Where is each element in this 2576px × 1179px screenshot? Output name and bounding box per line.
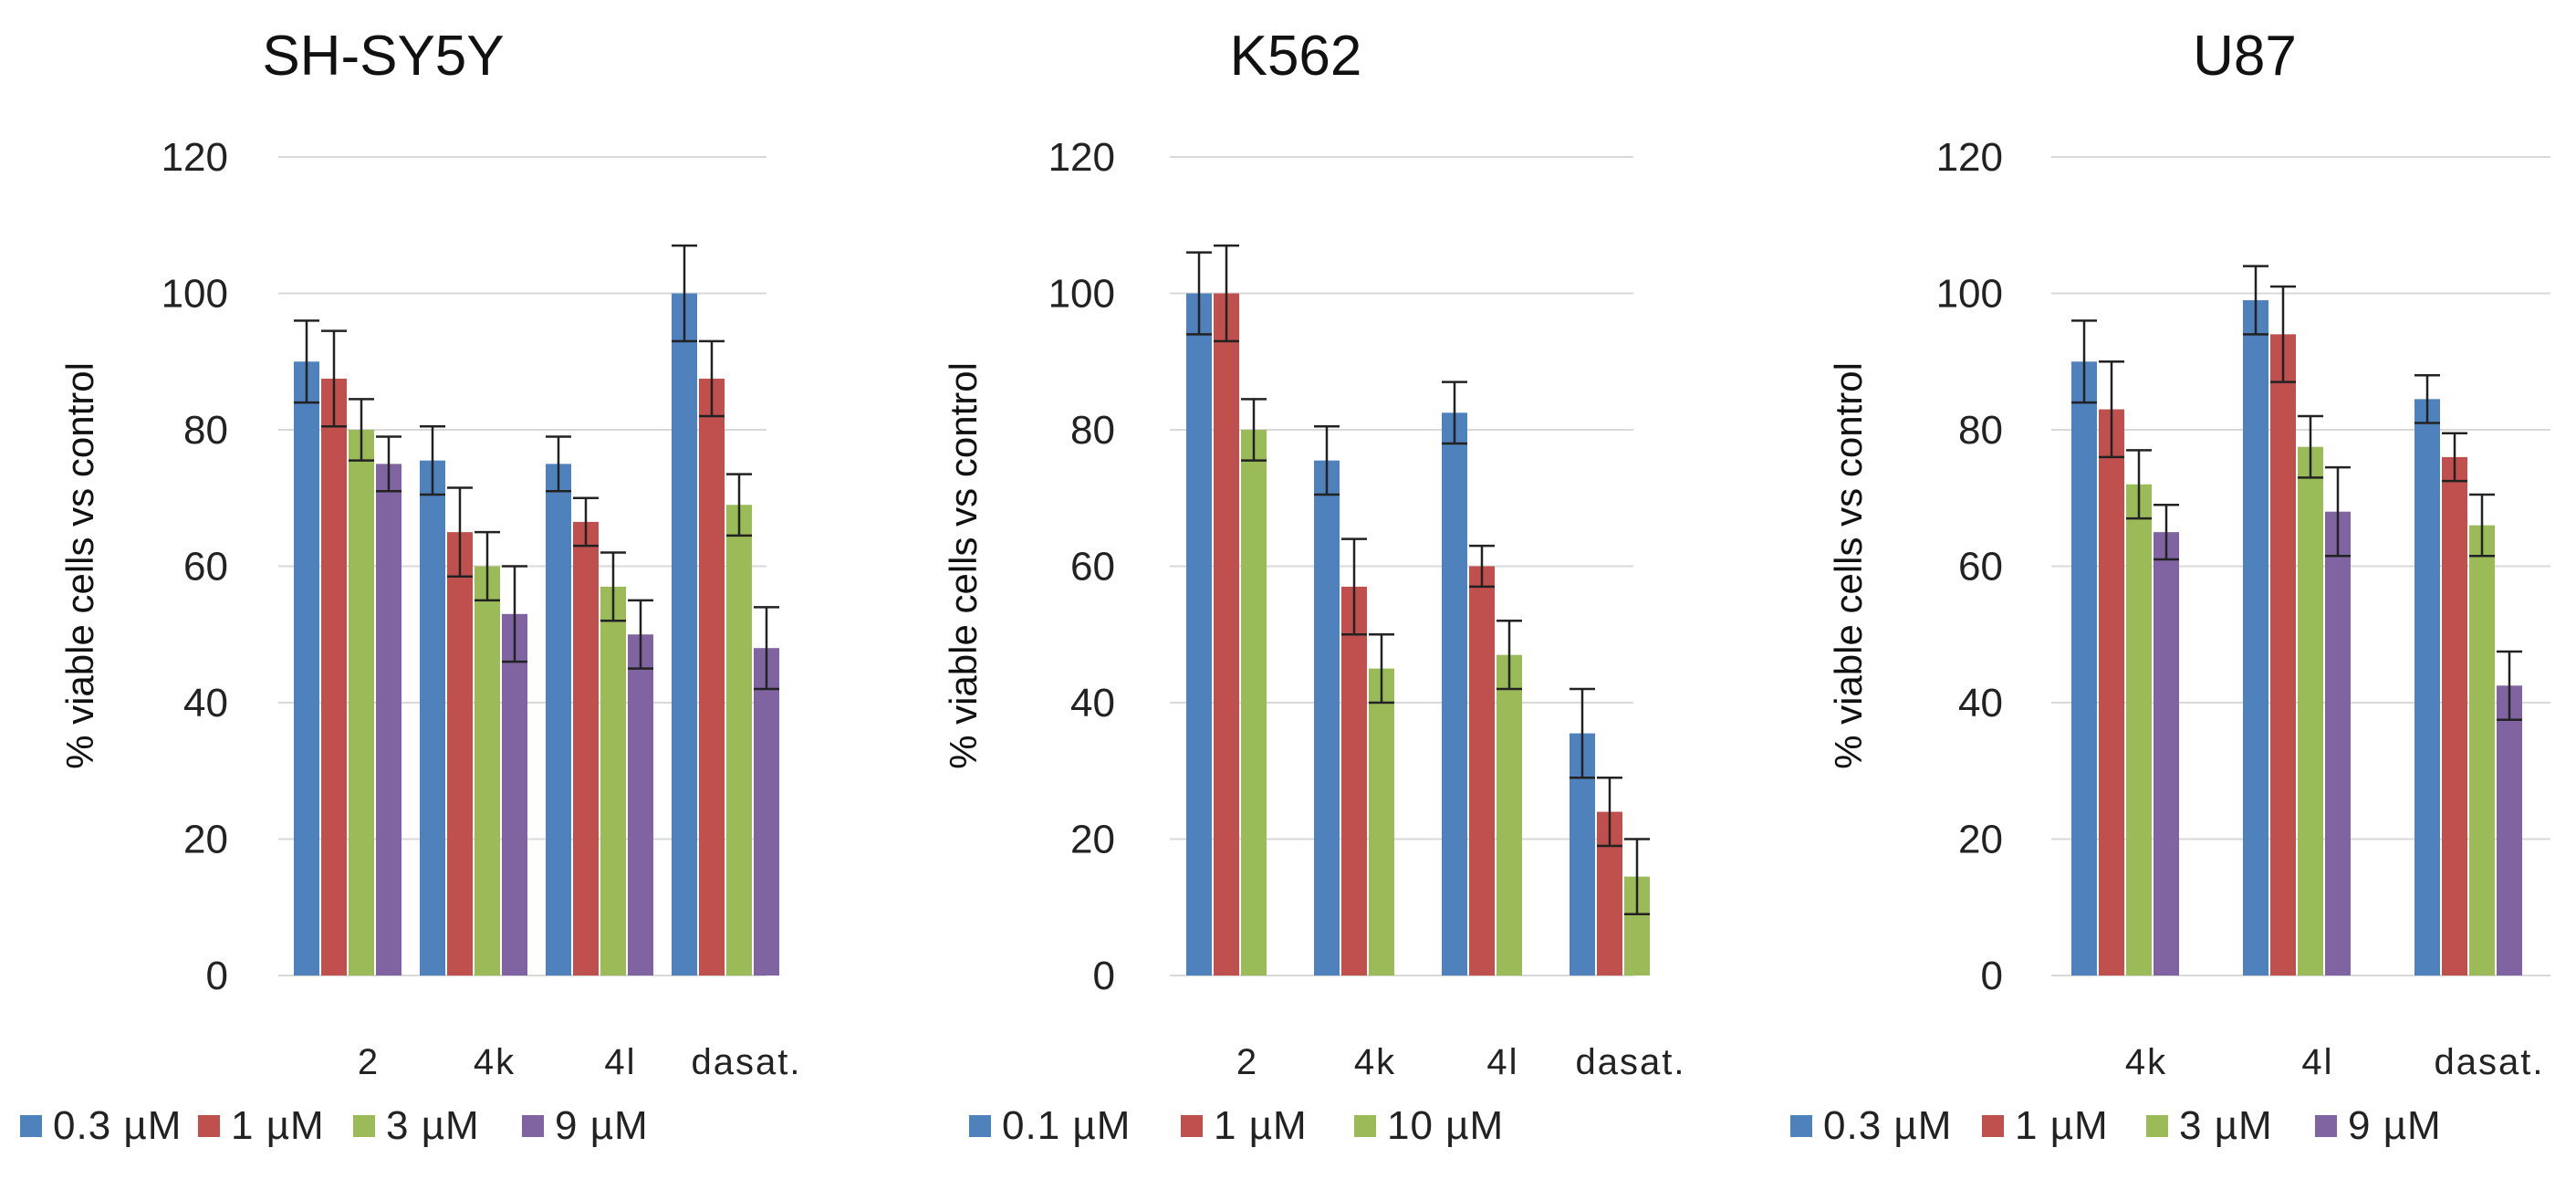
chart-title: K562	[1230, 25, 1362, 88]
legend-label: 10 µM	[1387, 1103, 1504, 1148]
bar-4l-series-0	[546, 464, 571, 976]
bar-2-series-1	[1214, 293, 1239, 976]
legend-label: 1 µM	[2015, 1103, 2109, 1148]
y-axis-label: % viable cells vs control	[58, 362, 101, 769]
bar-4k-series-1	[447, 532, 473, 976]
y-tick-label: 60	[1958, 545, 2003, 590]
bar-2-series-3	[376, 464, 402, 976]
bar-dasat-series-3	[2497, 685, 2522, 976]
legend-swatch	[353, 1115, 375, 1137]
x-tick-label: 4k	[2125, 1042, 2167, 1082]
bar-4k-series-2	[1369, 668, 1394, 976]
legend-swatch	[2315, 1115, 2337, 1137]
bar-4k-series-1	[2099, 409, 2124, 976]
legend-label: 0.3 µM	[1823, 1103, 1952, 1148]
y-tick-label: 0	[1093, 954, 1115, 998]
y-tick-label: 60	[1070, 545, 1115, 590]
y-tick-label: 0	[1981, 954, 2003, 998]
bar-dasat-series-1	[2442, 456, 2467, 976]
legend-label: 1 µM	[1214, 1103, 1308, 1148]
legend-swatch	[1181, 1115, 1203, 1137]
bar-4k-series-2	[2126, 484, 2152, 976]
legend-label: 9 µM	[2348, 1103, 2442, 1148]
bar-4l-series-1	[2270, 334, 2296, 976]
bar-4l-series-0	[2243, 299, 2268, 976]
y-tick-label: 80	[1958, 408, 2003, 453]
legend-swatch	[1354, 1115, 1376, 1137]
x-tick-label: 2	[1236, 1042, 1258, 1082]
bar-4k-series-0	[420, 460, 445, 976]
x-tick-label: dasat.	[692, 1042, 802, 1082]
bar-2-series-2	[349, 430, 374, 976]
legend-label: 3 µM	[2179, 1103, 2273, 1148]
y-tick-label: 40	[183, 681, 228, 725]
y-tick-label: 120	[162, 135, 228, 180]
bar-dasat-series-0	[672, 293, 697, 976]
legend-swatch	[1790, 1115, 1812, 1137]
bar-dasat-series-1	[699, 378, 725, 976]
y-tick-label: 20	[1070, 818, 1115, 862]
x-tick-label: 4l	[1486, 1042, 1518, 1082]
y-tick-label: 20	[183, 818, 228, 862]
bar-4k-series-3	[502, 613, 527, 976]
bar-4l-series-1	[573, 521, 599, 976]
bar-4l-series-1	[1469, 566, 1495, 976]
bar-dasat-series-3	[754, 648, 779, 976]
y-tick-label: 80	[1070, 408, 1115, 453]
y-tick-label: 100	[1048, 272, 1115, 317]
bar-4k-series-2	[475, 566, 500, 976]
chart-title: U87	[2193, 25, 2297, 88]
legend-label: 3 µM	[386, 1103, 480, 1148]
y-tick-label: 100	[1936, 272, 2003, 317]
x-tick-label: 2	[358, 1042, 380, 1082]
bar-2-series-1	[321, 378, 347, 976]
y-tick-label: 120	[1048, 135, 1115, 180]
bar-4l-series-3	[2325, 511, 2351, 976]
bar-4k-series-0	[2071, 361, 2097, 976]
y-tick-label: 0	[206, 954, 228, 998]
x-tick-label: 4l	[2301, 1042, 2333, 1082]
x-tick-label: 4k	[474, 1042, 516, 1082]
bar-4l-series-2	[1497, 654, 1522, 976]
bar-dasat-series-2	[726, 505, 752, 976]
legend-label: 0.3 µM	[53, 1103, 182, 1148]
legend-swatch	[522, 1115, 544, 1137]
x-tick-label: 4k	[1354, 1042, 1396, 1082]
legend-label: 1 µM	[231, 1103, 325, 1148]
bar-4k-series-3	[2154, 532, 2179, 976]
y-tick-label: 40	[1070, 681, 1115, 725]
legend-swatch	[1982, 1115, 2004, 1137]
bar-4l-series-3	[628, 634, 653, 976]
y-tick-label: 120	[1936, 135, 2003, 180]
bar-4l-series-2	[2298, 446, 2323, 976]
y-tick-label: 20	[1958, 818, 2003, 862]
bar-2-series-0	[294, 361, 319, 976]
y-axis-label: % viable cells vs control	[942, 362, 985, 769]
y-tick-label: 60	[183, 545, 228, 590]
legend-swatch	[969, 1115, 991, 1137]
bar-4k-series-0	[1314, 460, 1340, 976]
bar-4l-series-0	[1442, 412, 1467, 976]
bar-4l-series-2	[600, 586, 626, 976]
legend-label: 0.1 µM	[1002, 1103, 1131, 1148]
y-tick-label: 80	[183, 408, 228, 453]
legend-swatch	[198, 1115, 220, 1137]
bar-4k-series-1	[1341, 586, 1367, 976]
bar-dasat-series-0	[2414, 399, 2440, 976]
chart-title: SH-SY5Y	[262, 25, 504, 88]
x-tick-label: 4l	[604, 1042, 636, 1082]
bar-dasat-series-2	[2469, 525, 2495, 976]
y-tick-label: 100	[162, 272, 228, 317]
legend-swatch	[2146, 1115, 2168, 1137]
legend-swatch	[20, 1115, 42, 1137]
y-tick-label: 40	[1958, 681, 2003, 725]
legend-label: 9 µM	[555, 1103, 649, 1148]
y-axis-label: % viable cells vs control	[1827, 362, 1870, 769]
x-tick-label: dasat.	[2435, 1042, 2545, 1082]
bar-2-series-2	[1241, 430, 1267, 976]
x-tick-label: dasat.	[1576, 1042, 1686, 1082]
bar-2-series-0	[1186, 293, 1212, 976]
